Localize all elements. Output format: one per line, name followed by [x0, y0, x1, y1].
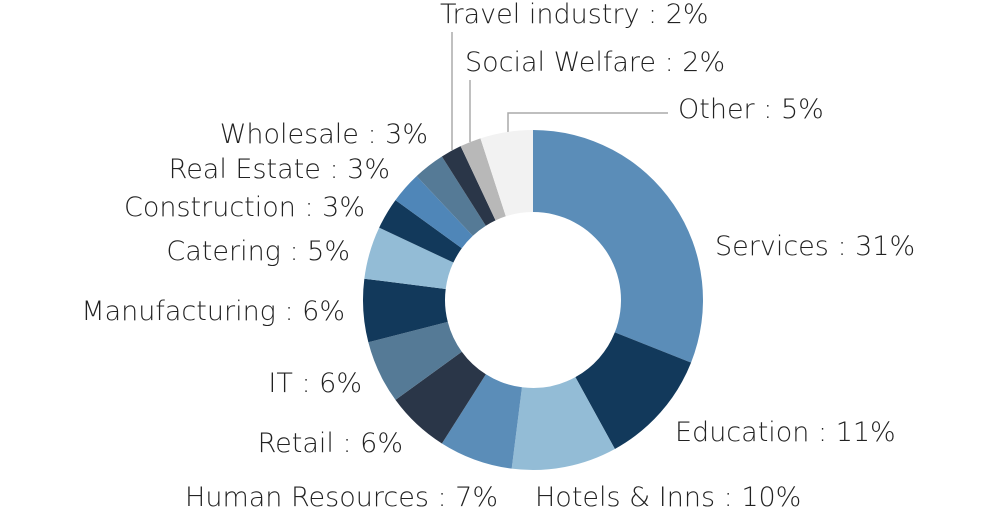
category-name: Education	[675, 417, 809, 448]
label-separator: :	[321, 154, 347, 185]
category-name: Travel industry	[440, 0, 639, 30]
segment-label: Human Resources : 7%	[185, 482, 498, 513]
category-name: Hotels & Inns	[535, 482, 715, 513]
label-separator: :	[359, 119, 385, 150]
value-label: 5%	[307, 236, 350, 267]
category-name: Wholesale	[220, 119, 359, 150]
category-name: Services	[715, 231, 829, 262]
label-separator: :	[296, 192, 322, 223]
category-name: Social Welfare	[465, 47, 656, 78]
donut-segment	[379, 200, 462, 263]
donut-segment	[416, 156, 486, 236]
segment-label: Hotels & Inns : 10%	[535, 482, 801, 513]
segment-label: Travel industry : 2%	[440, 0, 709, 30]
segment-label: Construction : 3%	[124, 192, 365, 223]
value-label: 6%	[302, 296, 345, 327]
label-separator: :	[281, 236, 307, 267]
category-name: Real Estate	[169, 154, 321, 185]
donut-segment	[441, 146, 496, 226]
donut-segment	[533, 130, 703, 363]
value-label: 2%	[682, 47, 725, 78]
donut-segment	[364, 227, 454, 289]
value-label: 11%	[836, 417, 896, 448]
segment-label: Manufacturing : 6%	[81, 296, 345, 327]
donut-segment	[480, 130, 533, 217]
category-name: Manufacturing	[81, 296, 276, 327]
segment-label: IT : 6%	[268, 368, 362, 399]
label-separator: :	[276, 296, 302, 327]
segment-label: Real Estate : 3%	[169, 154, 390, 185]
donut-segment	[363, 278, 448, 343]
label-separator: :	[334, 428, 360, 459]
donut-segment	[395, 351, 486, 444]
value-label: 5%	[781, 94, 824, 125]
value-label: 7%	[455, 482, 498, 513]
label-separator: :	[755, 94, 781, 125]
leader-line	[507, 112, 668, 132]
label-separator: :	[809, 417, 835, 448]
segment-label: Services : 31%	[715, 231, 915, 262]
segment-label: Social Welfare : 2%	[465, 47, 725, 78]
label-separator: :	[715, 482, 741, 513]
label-separator: :	[829, 231, 855, 262]
category-name: Construction	[124, 192, 296, 223]
value-label: 6%	[319, 368, 362, 399]
value-label: 2%	[666, 0, 709, 30]
leader-lines	[451, 32, 668, 150]
segment-label: Wholesale : 3%	[220, 119, 428, 150]
value-label: 10%	[741, 482, 801, 513]
donut-segment	[395, 176, 473, 249]
segment-label: Retail : 6%	[258, 428, 403, 459]
value-label: 3%	[385, 119, 428, 150]
value-label: 3%	[347, 154, 390, 185]
segment-label: Other : 5%	[678, 94, 824, 125]
category-name: Catering	[166, 236, 281, 267]
value-label: 3%	[322, 192, 365, 223]
donut-segment	[460, 138, 506, 221]
value-label: 6%	[360, 428, 403, 459]
donut-segment	[575, 332, 692, 449]
label-separator: :	[429, 482, 455, 513]
donut-segment	[511, 377, 615, 470]
value-label: 31%	[855, 231, 915, 262]
segment-label: Education : 11%	[675, 417, 896, 448]
label-separator: :	[656, 47, 682, 78]
category-name: Retail	[258, 428, 334, 459]
category-name: IT	[268, 368, 292, 399]
segment-label: Catering : 5%	[166, 236, 350, 267]
category-name: Human Resources	[185, 482, 429, 513]
donut-segment	[441, 374, 522, 469]
donut-segment	[368, 321, 462, 400]
category-name: Other	[678, 94, 756, 125]
label-separator: :	[639, 0, 665, 30]
label-separator: :	[293, 368, 319, 399]
